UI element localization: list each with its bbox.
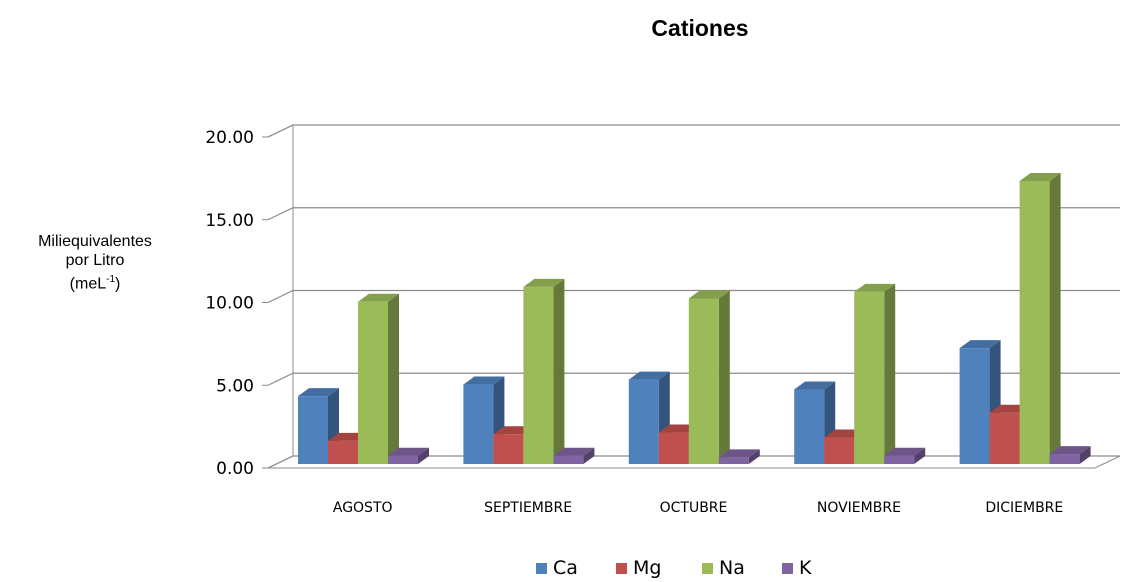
bar-front xyxy=(959,348,990,464)
legend-item-k: K xyxy=(782,556,811,580)
y-tick-label: 0.00 xyxy=(216,459,254,479)
bar-top xyxy=(388,447,429,456)
legend-item-na: Na xyxy=(702,556,745,580)
bar-front xyxy=(493,434,524,464)
gridline xyxy=(267,207,1120,221)
bar-top xyxy=(884,447,926,456)
x-axis-categories: AGOSTO SEPTIEMBRE OCTUBRE NOVIEMBRE DICIEMBR… xyxy=(333,500,1063,516)
bar-k xyxy=(884,447,926,464)
bar-front xyxy=(884,455,915,464)
bar-front xyxy=(989,412,1020,464)
bar-front xyxy=(328,440,358,464)
bar-top xyxy=(854,283,896,292)
bar-side xyxy=(1049,172,1061,464)
bar-top xyxy=(628,371,670,380)
bar-top xyxy=(1019,172,1061,181)
bar-na xyxy=(523,278,565,464)
legend-label: Ca xyxy=(553,557,578,579)
bar-top xyxy=(688,290,730,299)
bar-top xyxy=(523,278,565,287)
x-tick-label: OCTUBRE xyxy=(660,500,728,516)
legend-label: K xyxy=(799,557,812,579)
x-tick-label: DICIEMBRE xyxy=(985,500,1063,516)
legend-item-ca: Ca xyxy=(536,556,578,580)
bar-front xyxy=(388,455,418,464)
legend-label: Na xyxy=(719,557,745,579)
bar-top xyxy=(794,381,836,390)
bar-na xyxy=(688,290,730,464)
y-tick-label: 5.00 xyxy=(216,376,254,396)
x-tick-label: NOVIEMBRE xyxy=(817,500,901,516)
legend-swatch xyxy=(536,562,547,574)
gridline xyxy=(267,289,1120,304)
y-tick-label: 10.00 xyxy=(205,294,254,314)
bar-front xyxy=(298,396,328,464)
y-axis-label-sup: -1 xyxy=(106,274,116,285)
y-axis-label: Miliequivalentes por Litro (meL-1) xyxy=(10,232,180,293)
bar-front xyxy=(1049,454,1080,464)
bar-k xyxy=(553,447,595,464)
bar-front xyxy=(628,379,659,464)
y-tick-label: 15.00 xyxy=(205,211,254,231)
bars xyxy=(298,172,1091,464)
y-axis-label-close: ) xyxy=(115,275,121,293)
legend: Ca Mg Na K xyxy=(0,556,1129,580)
bar-top xyxy=(298,388,339,397)
bar-k xyxy=(718,449,760,464)
bar-side xyxy=(388,293,399,464)
bar-top xyxy=(358,293,399,302)
bar-top xyxy=(553,447,595,456)
bar-side xyxy=(748,449,760,464)
bar-front xyxy=(854,291,885,464)
legend-swatch xyxy=(782,562,793,574)
bar-top xyxy=(959,340,1001,349)
bar-front xyxy=(523,286,554,464)
bar-side xyxy=(1079,446,1091,464)
bar-side xyxy=(884,283,896,464)
bar-side xyxy=(718,290,730,464)
bar-top xyxy=(1049,446,1091,455)
bar-na xyxy=(358,293,399,464)
gridlines xyxy=(267,124,1120,469)
bar-front xyxy=(553,455,584,464)
chart-title: Cationes xyxy=(651,15,748,41)
bar-side xyxy=(418,447,429,464)
y-axis-ticks: 0.00 5.00 10.00 15.00 20.00 xyxy=(205,128,268,479)
bar-side xyxy=(553,278,565,464)
bar-k xyxy=(1049,446,1091,464)
legend-item-mg: Mg xyxy=(616,556,661,580)
bar-side xyxy=(914,447,926,464)
bar-front xyxy=(463,384,494,464)
y-axis-label-main: Miliequivalentes por Litro (meL xyxy=(38,233,152,293)
bar-front xyxy=(658,432,689,464)
bar-top xyxy=(718,449,760,458)
bar-na xyxy=(854,283,896,464)
x-tick-label: AGOSTO xyxy=(333,500,393,516)
gridline xyxy=(267,124,1120,138)
bar-front xyxy=(824,437,855,464)
bar-front xyxy=(1019,180,1050,464)
bar-front xyxy=(358,301,388,464)
bar-front xyxy=(688,298,719,464)
bar-na xyxy=(1019,172,1061,464)
bar-k xyxy=(388,447,429,464)
bar-top xyxy=(463,376,505,385)
bar-side xyxy=(583,447,595,464)
legend-label: Mg xyxy=(633,557,662,579)
bar-front xyxy=(718,457,749,464)
x-tick-label: SEPTIEMBRE xyxy=(484,500,572,516)
gridline xyxy=(267,372,1120,386)
legend-swatch xyxy=(702,562,713,574)
y-tick-label: 20.00 xyxy=(205,128,254,148)
legend-swatch xyxy=(616,562,627,574)
bar-front xyxy=(794,389,825,464)
